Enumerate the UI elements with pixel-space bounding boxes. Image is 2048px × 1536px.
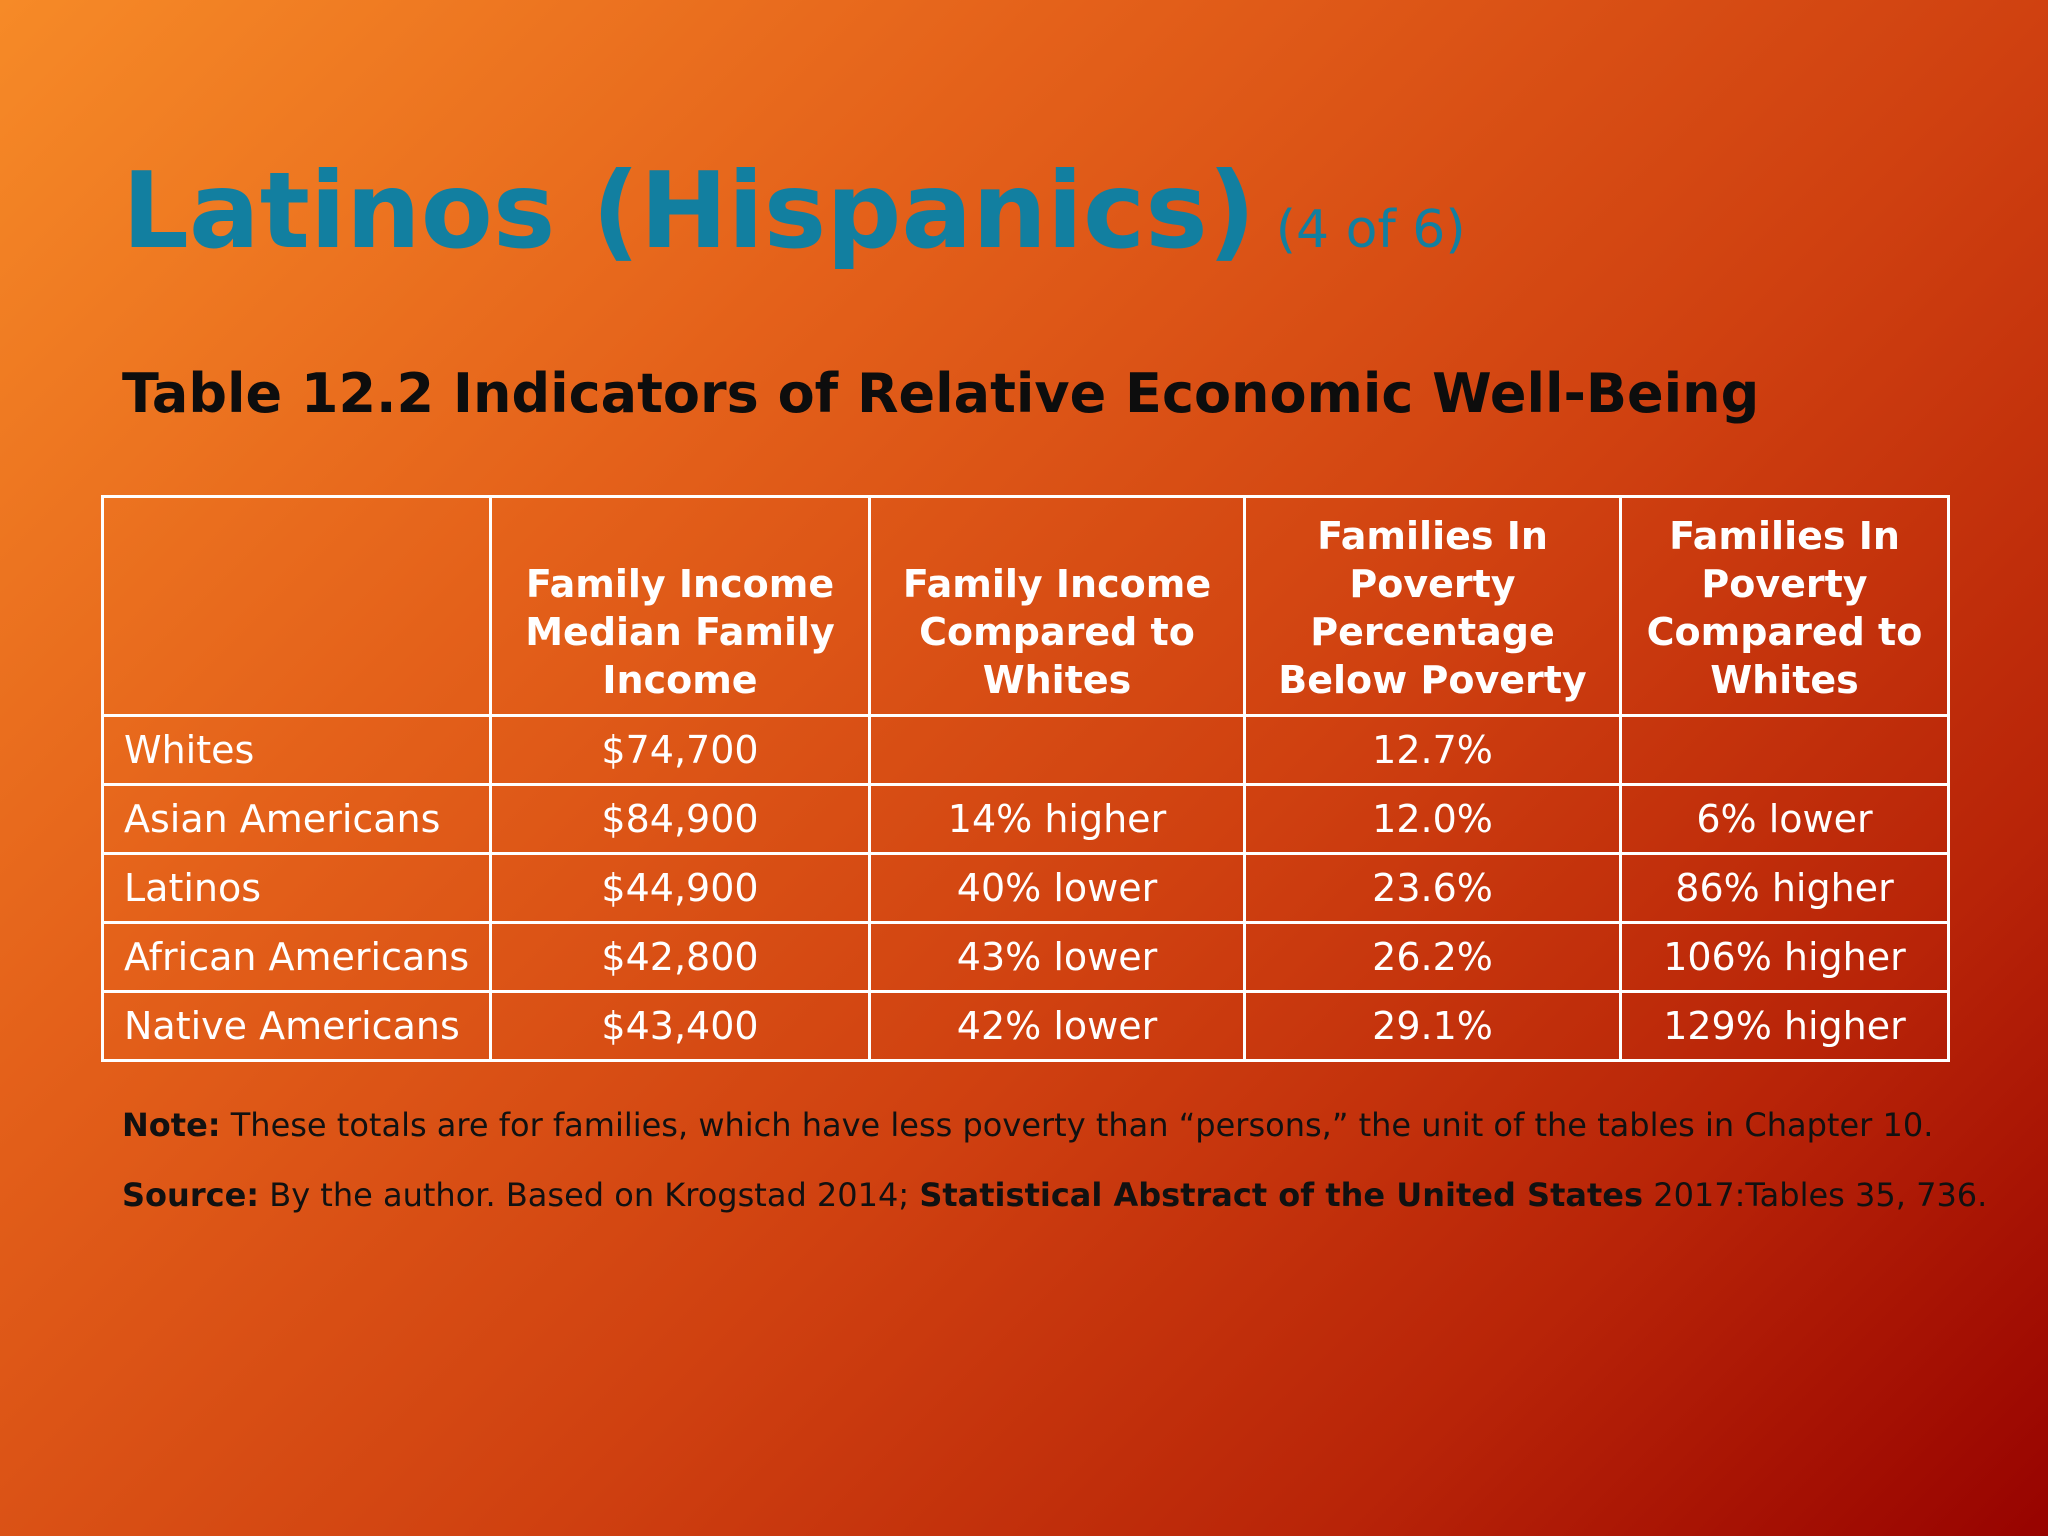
note-label: Note:	[122, 1106, 221, 1144]
table-row: Latinos $44,900 40% lower 23.6% 86% high…	[101, 852, 1950, 924]
cell-poverty-percentage: 23.6%	[1243, 852, 1622, 924]
table-source: Source: By the author. Based on Krogstad…	[122, 1176, 1987, 1214]
cell-income-compared: 14% higher	[868, 783, 1246, 855]
header-poverty-percentage: Families In Poverty Percentage Below Pov…	[1243, 495, 1622, 717]
cell-income-compared	[868, 714, 1246, 786]
row-label: African Americans	[101, 921, 492, 993]
cell-poverty-percentage: 12.0%	[1243, 783, 1622, 855]
cell-median-income: $42,800	[489, 921, 871, 993]
table-row: Native Americans $43,400 42% lower 29.1%…	[101, 990, 1950, 1062]
cell-poverty-percentage: 26.2%	[1243, 921, 1622, 993]
cell-poverty-compared: 129% higher	[1619, 990, 1950, 1062]
source-label: Source:	[122, 1176, 260, 1214]
cell-median-income: $43,400	[489, 990, 871, 1062]
cell-median-income: $84,900	[489, 783, 871, 855]
table-header-row: Family Income Median Family Income Famil…	[101, 495, 1950, 717]
table-row: Asian Americans $84,900 14% higher 12.0%…	[101, 783, 1950, 855]
cell-poverty-compared: 6% lower	[1619, 783, 1950, 855]
row-label: Whites	[101, 714, 492, 786]
cell-median-income: $44,900	[489, 852, 871, 924]
source-text-1: By the author. Based on Krogstad 2014;	[259, 1176, 920, 1214]
cell-median-income: $74,700	[489, 714, 871, 786]
note-text: These totals are for families, which hav…	[220, 1106, 1934, 1144]
cell-income-compared: 43% lower	[868, 921, 1246, 993]
slide-title-suffix: (4 of 6)	[1275, 200, 1466, 260]
header-median-family-income: Family Income Median Family Income	[489, 495, 871, 717]
cell-poverty-percentage: 12.7%	[1243, 714, 1622, 786]
row-label: Native Americans	[101, 990, 492, 1062]
source-publication-title: Statistical Abstract of the United State…	[919, 1176, 1644, 1214]
slide-title-text: Latinos (Hispanics)	[122, 150, 1256, 272]
cell-poverty-percentage: 29.1%	[1243, 990, 1622, 1062]
slide-title: Latinos (Hispanics) (4 of 6)	[122, 150, 1466, 272]
row-label: Latinos	[101, 852, 492, 924]
header-cell-empty	[101, 495, 492, 717]
cell-income-compared: 42% lower	[868, 990, 1246, 1062]
cell-poverty-compared: 86% higher	[1619, 852, 1950, 924]
economic-indicators-table: Family Income Median Family Income Famil…	[101, 495, 1950, 1062]
table-note: Note: These totals are for families, whi…	[122, 1106, 1933, 1144]
header-income-compared: Family Income Compared to Whites	[868, 495, 1246, 717]
table-title: Table 12.2 Indicators of Relative Econom…	[122, 362, 1760, 425]
cell-income-compared: 40% lower	[868, 852, 1246, 924]
cell-poverty-compared	[1619, 714, 1950, 786]
cell-poverty-compared: 106% higher	[1619, 921, 1950, 993]
table-row: African Americans $42,800 43% lower 26.2…	[101, 921, 1950, 993]
header-poverty-compared: Families In Poverty Compared to Whites	[1619, 495, 1950, 717]
table-row: Whites $74,700 12.7%	[101, 714, 1950, 786]
row-label: Asian Americans	[101, 783, 492, 855]
source-text-2: 2017:Tables 35, 736.	[1643, 1176, 1988, 1214]
